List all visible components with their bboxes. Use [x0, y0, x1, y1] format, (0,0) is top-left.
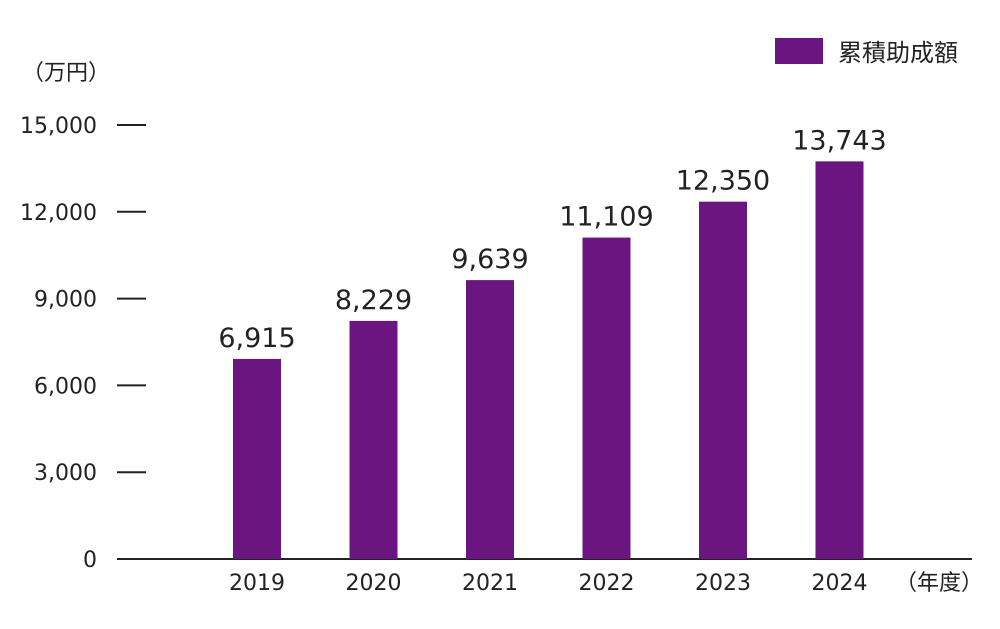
x-tick-label: 2020	[346, 571, 402, 596]
y-tick-label: 12,000	[20, 201, 97, 226]
bar	[349, 320, 398, 559]
data-label: 12,350	[676, 166, 770, 197]
legend-label: 累積助成額	[838, 39, 958, 67]
x-axis: 2019 2020 2021 2022 2023 2024	[229, 571, 868, 596]
data-label: 8,229	[335, 285, 412, 316]
x-tick-label: 2022	[579, 571, 635, 596]
data-label: 9,639	[451, 244, 528, 275]
y-tick-label: 3,000	[34, 461, 97, 486]
x-axis-unit: （年度）	[895, 571, 983, 596]
y-tick-label: 6,000	[34, 374, 97, 399]
y-axis-unit: （万円）	[22, 61, 110, 86]
bar	[582, 237, 631, 560]
x-tick-label: 2021	[462, 571, 518, 596]
data-label: 11,109	[559, 202, 653, 233]
y-tick-label: 9,000	[34, 288, 97, 313]
bar	[699, 201, 747, 559]
bar	[233, 358, 281, 559]
data-label: 6,915	[218, 323, 295, 354]
y-tick-label: 15,000	[20, 114, 97, 139]
bar	[815, 161, 864, 559]
legend: 累積助成額	[775, 38, 958, 67]
legend-swatch	[775, 38, 823, 64]
y-axis: 0 3,000 6,000 9,000 12,000 15,000	[20, 114, 146, 573]
y-tick-label: 0	[83, 548, 97, 573]
x-tick-label: 2024	[812, 571, 868, 596]
x-tick-label: 2023	[695, 571, 751, 596]
data-label: 13,743	[792, 125, 886, 156]
bars: 6,915 8,229 9,639 11,109 12,350 13,743	[218, 125, 887, 560]
x-tick-label: 2019	[229, 571, 285, 596]
bar	[466, 280, 514, 559]
